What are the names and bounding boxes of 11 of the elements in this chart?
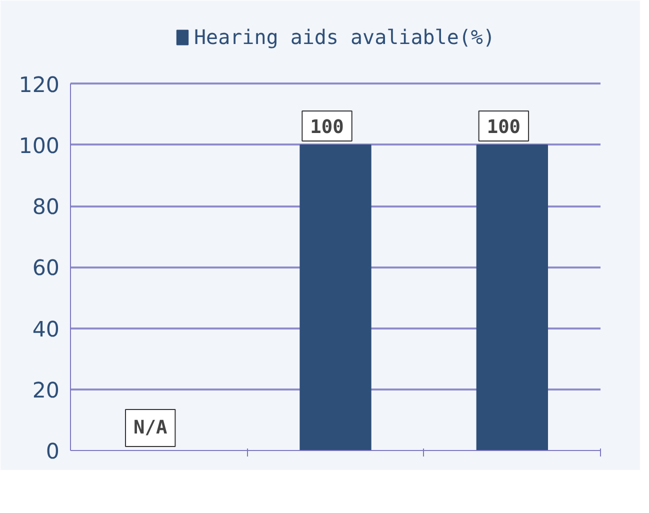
data-label: 100 [486, 116, 521, 138]
y-tick-label: 0 [46, 440, 60, 464]
y-tick-label: 120 [18, 72, 60, 98]
y-tick-label: 40 [32, 317, 60, 342]
data-label: 100 [310, 116, 344, 138]
y-tick-label: 20 [32, 378, 60, 404]
legend-label: Hearing aids avaliable(%) [194, 25, 496, 49]
y-tick-label: 100 [18, 134, 60, 159]
text: N/A [134, 418, 168, 438]
y-tick-label: 80 [32, 195, 60, 220]
y-tick-label: 60 [32, 256, 60, 282]
